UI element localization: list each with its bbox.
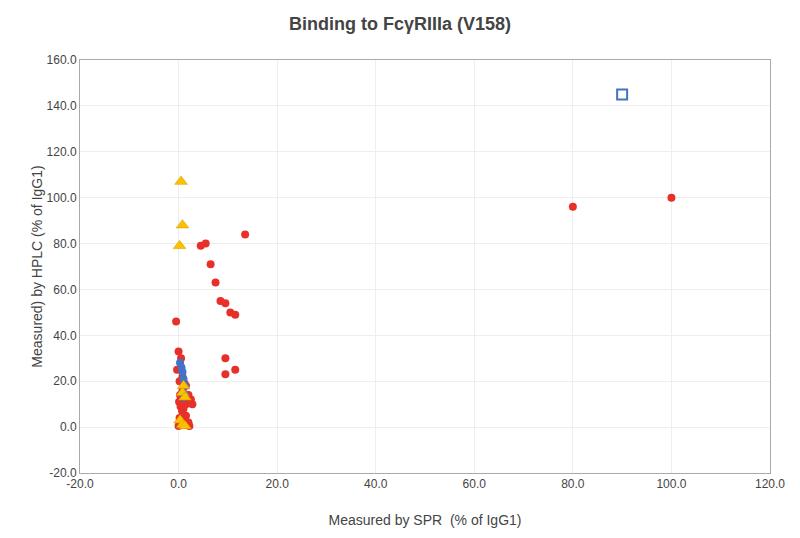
svg-text:0.0: 0.0 <box>60 420 77 434</box>
svg-text:Binding to FcγRIIIa (V158): Binding to FcγRIIIa (V158) <box>289 14 511 34</box>
svg-text:120.0: 120.0 <box>755 477 785 491</box>
svg-text:160.0: 160.0 <box>47 53 77 67</box>
svg-text:-20.0: -20.0 <box>66 477 94 491</box>
svg-text:40.0: 40.0 <box>53 329 77 343</box>
svg-text:40.0: 40.0 <box>364 477 388 491</box>
svg-text:100.0: 100.0 <box>656 477 686 491</box>
svg-text:20.0: 20.0 <box>53 374 77 388</box>
svg-text:Measured) by HPLC (% of IgG1): Measured) by HPLC (% of IgG1) <box>29 165 45 367</box>
svg-text:60.0: 60.0 <box>53 283 77 297</box>
svg-text:80.0: 80.0 <box>561 477 585 491</box>
svg-text:140.0: 140.0 <box>47 99 77 113</box>
svg-text:20.0: 20.0 <box>265 477 289 491</box>
svg-text:80.0: 80.0 <box>53 237 77 251</box>
svg-text:Measured by SPR (% of IgG1): Measured by SPR (% of IgG1) <box>329 512 522 528</box>
svg-text:0.0: 0.0 <box>170 477 187 491</box>
svg-text:-20.0: -20.0 <box>49 466 77 480</box>
svg-text:100.0: 100.0 <box>47 191 77 205</box>
svg-text:120.0: 120.0 <box>47 145 77 159</box>
svg-text:60.0: 60.0 <box>463 477 487 491</box>
